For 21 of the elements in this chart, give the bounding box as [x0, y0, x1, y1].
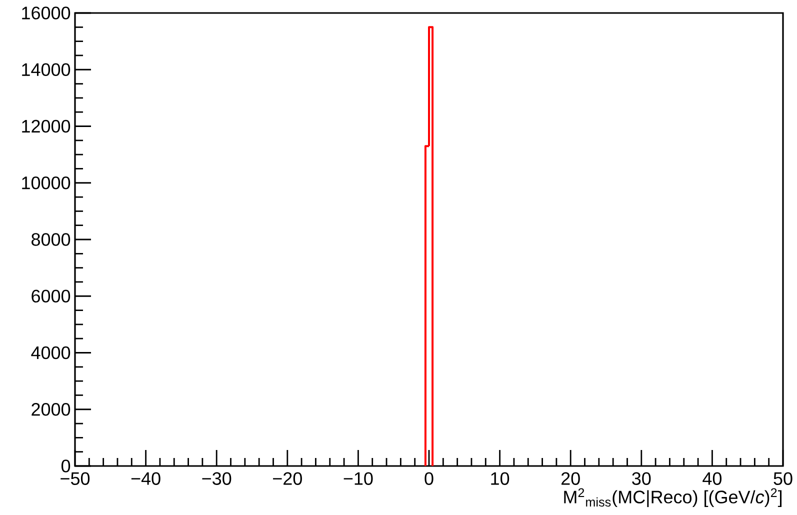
y-tick-label: 10000: [22, 176, 70, 190]
x-tick-label: −50: [60, 472, 90, 485]
y-tick-label: 0: [61, 460, 70, 472]
x-tick-label: 50: [774, 472, 792, 485]
y-tick-label: 6000: [32, 290, 70, 302]
y-tick-label: 2000: [32, 403, 70, 416]
x-tick-label: 0: [424, 472, 434, 485]
x-tick-label: −30: [202, 472, 232, 485]
y-tick-label: 4000: [31, 346, 70, 360]
x-axis-title: M$^{2}$$_{miss}$(MC|Reco) [(GeV/c)$^{2}$]: [564, 488, 782, 508]
y-tick-label: 14000: [22, 63, 70, 76]
x-tick-label: −40: [131, 472, 160, 485]
x-tick-label: 10: [491, 472, 510, 485]
y-tick-label: 12000: [22, 120, 70, 133]
x-tick-label: −20: [273, 472, 302, 485]
x-tick-label: 20: [561, 472, 580, 485]
x-tick-label: −10: [344, 472, 373, 485]
x-tick-label: 40: [702, 472, 722, 485]
x-tick-label: 30: [632, 472, 651, 485]
y-tick-label: 16000: [22, 6, 70, 20]
y-tick-label: 8000: [32, 233, 70, 246]
